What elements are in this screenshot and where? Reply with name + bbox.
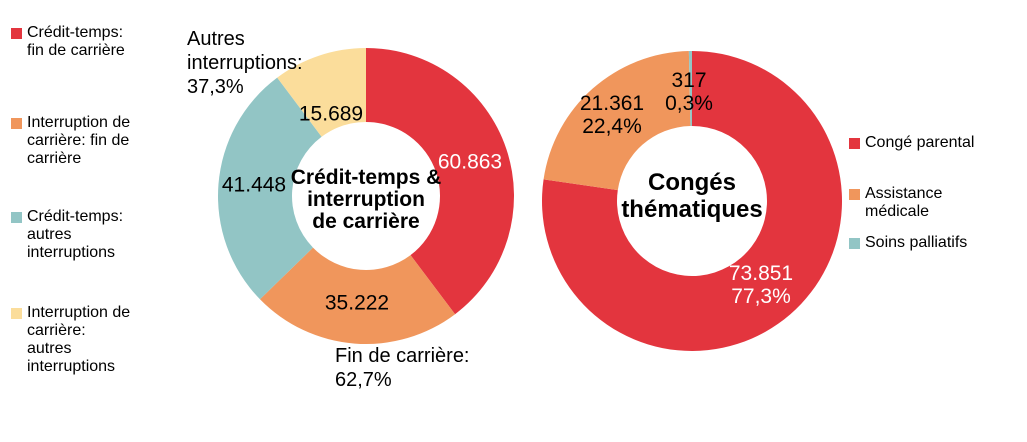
legend-label: Crédit-temps: fin de carrière <box>27 24 125 59</box>
slice-label-interruption-fin: 35.222 <box>324 291 390 315</box>
legend-swatch-teal <box>11 212 22 223</box>
legend-item-interruption-autres: Interruption de carrière: autres interru… <box>11 304 181 376</box>
donut-slice <box>542 51 843 351</box>
legend-swatch-red <box>849 138 860 149</box>
legend-item-soins-palliatifs: Soins palliatifs <box>849 234 1019 252</box>
donut-slice <box>688 51 692 127</box>
legend-label: Interruption de carrière: autres interru… <box>27 304 131 375</box>
donut-title-credit-temps: Crédit-temps & interruption de carrière <box>290 166 442 233</box>
legend-item-interruption-fin: Interruption de carrière: fin de carrièr… <box>11 114 181 168</box>
donut-slice <box>543 51 691 191</box>
slice-label-interruption-autres: 15.689 <box>298 102 364 126</box>
legend-swatch-red <box>11 28 22 39</box>
donut-slice <box>218 77 322 300</box>
donut-slice <box>277 48 366 137</box>
legend-item-conge-parental: Congé parental <box>849 134 1019 152</box>
legend-label: Congé parental <box>865 134 975 151</box>
legend-item-assistance-medicale: Assistance médicale <box>849 185 1019 221</box>
donut-title-conges-thematiques: Congés thématiques <box>621 169 763 223</box>
slice-label-soins-palliatifs: 317 0,3% <box>665 69 713 115</box>
legend-item-credit-temps-autres: Crédit-temps: autres interruptions <box>11 208 181 262</box>
legend-swatch-orange <box>11 118 22 129</box>
donut-slice <box>366 48 515 315</box>
donut-chart-conges-thematiques <box>542 51 843 351</box>
slice-label-conge-parental: 73.851 77,3% <box>728 262 794 308</box>
legend-label: Soins palliatifs <box>865 234 968 251</box>
legend-label: Interruption de carrière: fin de carrièr… <box>27 114 131 167</box>
legend-swatch-teal <box>849 238 860 249</box>
legend-swatch-yellow <box>11 308 22 319</box>
legend-item-credit-temps-fin: Crédit-temps: fin de carrière <box>11 24 181 60</box>
annotation-fin-de-carriere: Fin de carrière: 62,7% <box>335 345 470 391</box>
slice-label-credit-temps-autres: 41.448 <box>221 173 287 197</box>
legend-label: Assistance médicale <box>865 185 943 220</box>
annotation-autres-interruptions: Autres interruptions: 37,3% <box>187 28 303 98</box>
legend-label: Crédit-temps: autres interruptions <box>27 208 124 261</box>
legend-swatch-orange <box>849 189 860 200</box>
donut-chart-credit-temps <box>218 48 515 344</box>
donut-slice <box>259 247 456 344</box>
slice-label-credit-temps-fin: 60.863 <box>437 150 503 174</box>
slice-label-assistance-medicale: 21.361 22,4% <box>579 92 645 138</box>
